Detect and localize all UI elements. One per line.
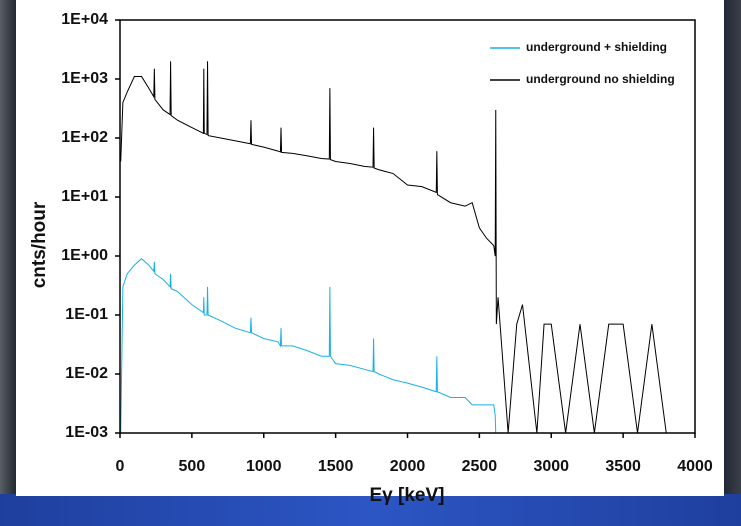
y-axis-title: cnts/hour xyxy=(29,201,50,288)
x-tick-label: 3500 xyxy=(605,458,641,475)
x-tick-label: 1500 xyxy=(318,458,354,475)
bottom-band xyxy=(0,494,741,526)
x-tick-label: 2500 xyxy=(462,458,498,475)
x-tick-label: 2000 xyxy=(390,458,426,475)
y-tick-label: 1E-02 xyxy=(65,365,108,382)
plot-frame xyxy=(119,19,696,434)
y-tick-label: 1E+00 xyxy=(61,247,108,264)
legend-label: underground no shielding xyxy=(526,72,675,86)
y-tick-label: 1E+04 xyxy=(61,11,108,28)
series-line xyxy=(120,61,688,434)
y-tick-label: 1E+03 xyxy=(61,70,108,87)
y-tick-label: 1E+02 xyxy=(61,129,108,146)
x-axis-title: Eγ [keV] xyxy=(370,485,445,506)
x-tick-label: 0 xyxy=(116,458,125,475)
x-tick-label: 3000 xyxy=(533,458,569,475)
y-tick-label: 1E-01 xyxy=(65,306,108,323)
x-tick-label: 1000 xyxy=(246,458,282,475)
x-tick-label: 4000 xyxy=(677,458,713,475)
y-tick-label: 1E-03 xyxy=(65,424,108,441)
y-tick-label: 1E+01 xyxy=(61,188,108,205)
legend-label: underground + shielding xyxy=(526,40,667,54)
series-line xyxy=(120,258,497,434)
chart-panel xyxy=(16,0,724,496)
x-tick-label: 500 xyxy=(179,458,206,475)
